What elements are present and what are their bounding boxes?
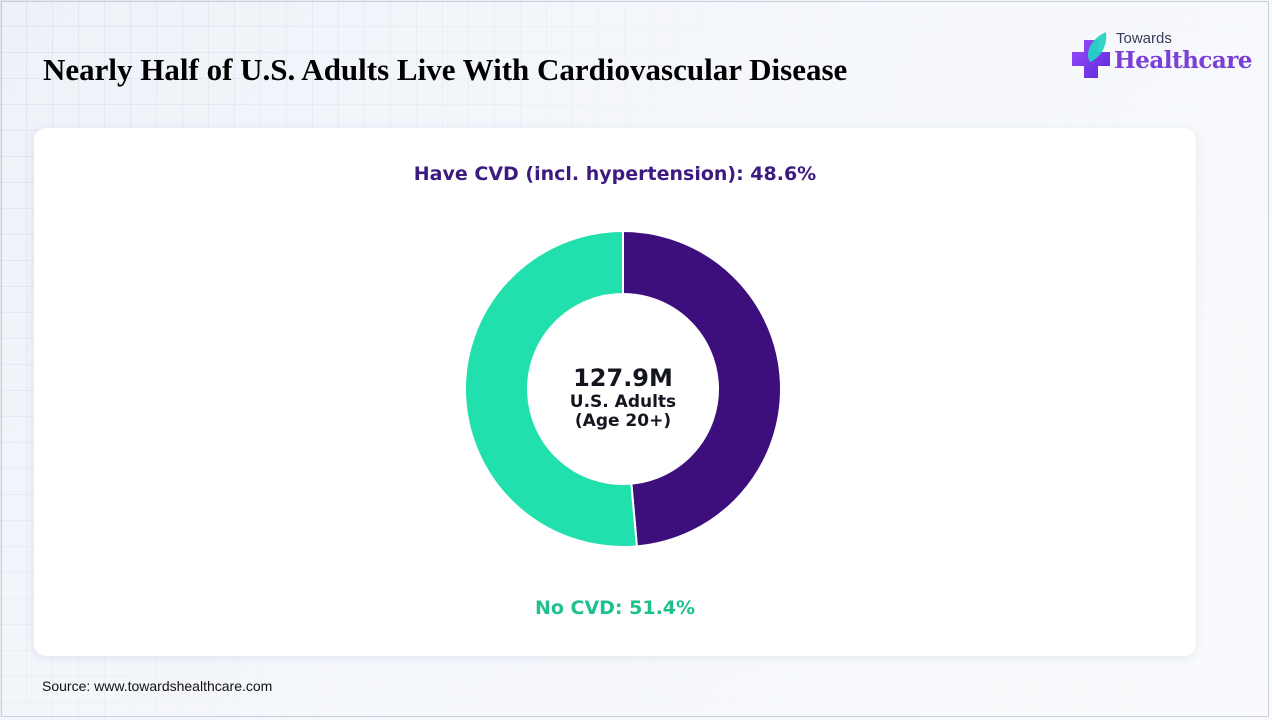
donut-slice-no-cvd bbox=[464, 229, 638, 548]
chart-card: Have CVD (incl. hypertension): 48.6% No C… bbox=[34, 128, 1196, 656]
source-text: Source: www.towardshealthcare.com bbox=[42, 678, 273, 694]
center-line-1: U.S. Adults bbox=[570, 392, 676, 412]
logo-top-text: Towards bbox=[1116, 30, 1172, 47]
slice-label-no-cvd: No CVD: 51.4% bbox=[535, 597, 695, 619]
center-value: 127.9M bbox=[573, 364, 673, 392]
slice-label-have-cvd: Have CVD (incl. hypertension): 48.6% bbox=[414, 163, 816, 185]
donut-chart: Have CVD (incl. hypertension): 48.6% No C… bbox=[414, 163, 816, 619]
logo-main-text: Healthcare bbox=[1114, 47, 1253, 74]
donut-slice-have-cvd bbox=[622, 229, 782, 548]
page-title: Nearly Half of U.S. Adults Live With Car… bbox=[43, 52, 848, 87]
medical-cross-leaf-icon bbox=[1072, 32, 1110, 78]
brand-logo: Towards Healthcare bbox=[1070, 28, 1253, 84]
center-line-2: (Age 20+) bbox=[575, 411, 671, 431]
